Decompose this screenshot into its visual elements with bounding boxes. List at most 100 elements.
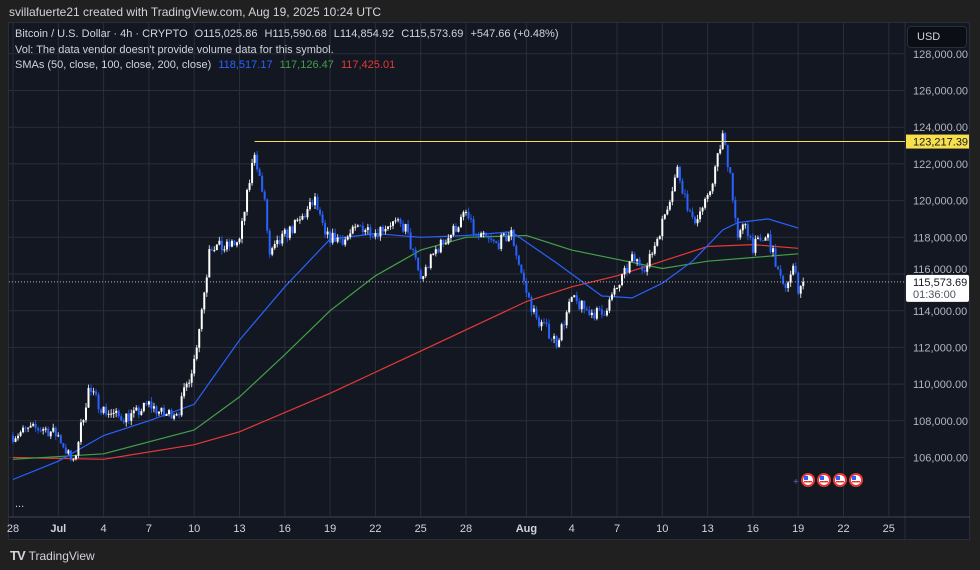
us-flag-icon-stripe [820, 481, 828, 483]
more-button[interactable]: ... [15, 498, 25, 510]
candle-body [374, 233, 377, 237]
candle-body [432, 253, 435, 255]
candle-body [22, 427, 25, 433]
candle-body [311, 202, 314, 206]
candle-body [686, 194, 689, 211]
candle-body [147, 401, 150, 405]
candle-body [218, 240, 221, 245]
candle-body [784, 283, 787, 289]
candle-body [434, 249, 437, 254]
candle-body [683, 193, 686, 195]
candle-body [27, 427, 30, 429]
time-tick-label: 16 [279, 523, 291, 535]
symbol-label[interactable]: Bitcoin / U.S. Dollar · 4h · CRYPTO [15, 28, 188, 40]
candle-body [178, 414, 181, 416]
candle-body [52, 427, 55, 432]
candle-body [359, 225, 362, 227]
candle-body [203, 292, 206, 310]
time-tick-label: Aug [516, 523, 537, 535]
price-tick-label: 108,000.00 [913, 416, 968, 428]
high-value: H115,590.68 [264, 28, 327, 40]
candle-body [636, 259, 639, 262]
candle-body [782, 275, 785, 284]
candle-body [651, 253, 654, 255]
sma200-line [12, 243, 799, 460]
candle-body [336, 237, 339, 242]
candle-body [125, 413, 128, 423]
candle-body [563, 324, 566, 326]
candle-body [553, 336, 556, 339]
candle-body [769, 234, 772, 253]
candle-body [761, 240, 764, 242]
brand-name: TradingView [28, 548, 95, 563]
time-tick-label: 19 [324, 523, 336, 535]
attribution-text: svillafuerte21 created with TradingView.… [9, 5, 381, 19]
countdown-label: 01:36:00 [913, 289, 956, 301]
candle-body [621, 274, 624, 285]
candle-body [568, 301, 571, 313]
candle-body [291, 226, 294, 233]
candle-body [714, 166, 717, 184]
sma-label[interactable]: SMAs (50, close, 100, close, 200, close) [15, 59, 212, 71]
candle-body [273, 244, 276, 249]
candle-body [208, 249, 211, 278]
candle-body [716, 153, 719, 167]
candle-body [663, 214, 666, 219]
candle-body [444, 243, 447, 245]
candle-body [610, 294, 613, 300]
candle-body [437, 249, 440, 253]
candle-body [661, 218, 664, 237]
candle-body [666, 209, 669, 215]
candle-body [465, 211, 467, 213]
candle-body [42, 429, 45, 431]
candle-body [168, 410, 171, 415]
low-value: L114,854.92 [333, 28, 395, 40]
candle-body [648, 253, 651, 267]
candle-body [215, 244, 218, 251]
price-tick-label: 128,000.00 [913, 49, 968, 61]
currency-button[interactable]: USD [907, 26, 967, 48]
candle-body [110, 413, 113, 415]
candle-body [787, 282, 790, 289]
candle-body [472, 219, 475, 234]
open-value: O115,025.86 [194, 28, 258, 40]
candle-body [329, 231, 332, 243]
candle-body [699, 211, 702, 220]
candle-body [402, 223, 405, 232]
candle-body [107, 413, 110, 415]
candle-body [228, 241, 231, 247]
candle-body [137, 407, 140, 415]
candle-body [253, 154, 256, 163]
candle-body [510, 230, 513, 237]
candle-body [246, 189, 249, 212]
candle-body [560, 324, 563, 341]
candle-body [527, 292, 530, 298]
candle-body [230, 240, 233, 247]
candle-body [608, 299, 611, 311]
time-tick-label: 16 [747, 523, 759, 535]
candle-body [470, 218, 473, 220]
candle-body [646, 266, 649, 272]
candle-body [694, 216, 697, 224]
candle-body [49, 431, 52, 437]
candle-body [802, 281, 805, 286]
candle-body [213, 250, 216, 252]
candle-body [90, 387, 93, 392]
candle-body [412, 249, 415, 251]
candle-body [243, 211, 246, 222]
candle-body [276, 240, 279, 245]
candle-body [490, 238, 493, 240]
time-tick-label: 13 [701, 523, 713, 535]
time-tick-label: 28 [7, 523, 19, 535]
candle-body [613, 288, 616, 295]
price-tick-label: 116,000.00 [913, 264, 967, 276]
candle-body [120, 416, 123, 421]
chart-panel[interactable] [8, 22, 970, 540]
time-tick-label: Jul [50, 523, 66, 535]
time-tick-label: 19 [792, 523, 804, 535]
candle-body [57, 435, 60, 437]
sma200-value: 117,425.01 [340, 59, 396, 71]
candle-body [676, 166, 679, 178]
candle-body [117, 410, 120, 417]
